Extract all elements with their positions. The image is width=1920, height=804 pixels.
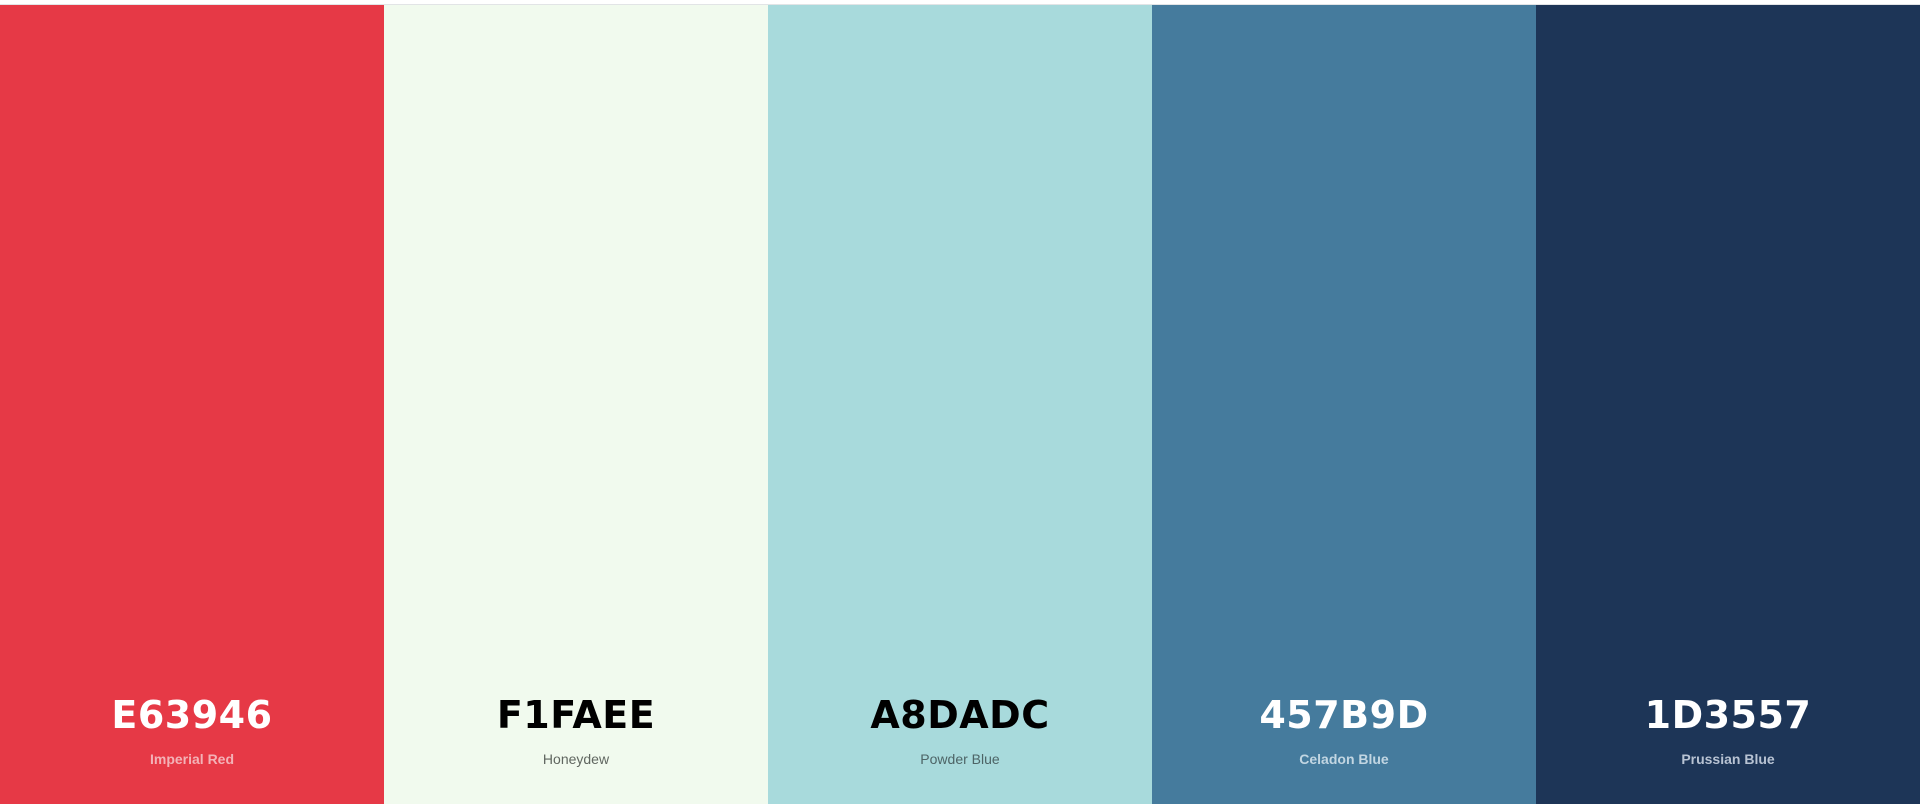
swatch-hex-code[interactable]: 457B9D [1259,693,1429,737]
swatch-color-name: Honeydew [542,751,610,767]
swatch-color-name: Celadon Blue [1299,751,1389,767]
color-palette: E63946 Imperial Red F1FAEE Honeydew A8DA… [0,4,1920,804]
swatch-color-name: Imperial Red [149,751,235,767]
swatch-prussian-blue[interactable]: 1D3557 Prussian Blue [1536,5,1920,804]
swatch-powder-blue[interactable]: A8DADC Powder Blue [768,5,1152,804]
swatch-color-name: Powder Blue [920,751,1000,767]
swatch-imperial-red[interactable]: E63946 Imperial Red [0,5,384,804]
swatch-color-name: Prussian Blue [1681,751,1775,767]
swatch-celadon-blue[interactable]: 457B9D Celadon Blue [1152,5,1536,804]
swatch-hex-code[interactable]: F1FAEE [496,693,656,737]
swatch-hex-code[interactable]: 1D3557 [1644,693,1812,737]
swatch-hex-code[interactable]: E63946 [111,693,273,737]
swatch-hex-code[interactable]: A8DADC [870,693,1050,737]
swatch-honeydew[interactable]: F1FAEE Honeydew [384,5,768,804]
